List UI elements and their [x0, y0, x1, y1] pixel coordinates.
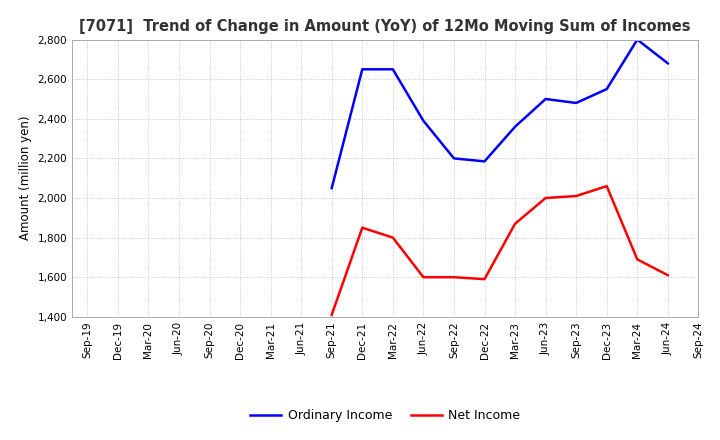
Ordinary Income: [419, 118, 428, 123]
Net Income: [419, 275, 428, 280]
Ordinary Income: [664, 61, 672, 66]
Line: Ordinary Income: Ordinary Income: [332, 40, 668, 188]
Legend: Ordinary Income, Net Income: Ordinary Income, Net Income: [245, 404, 526, 427]
Line: Net Income: Net Income: [332, 186, 668, 315]
Net Income: [358, 225, 366, 230]
Ordinary Income: [603, 86, 611, 92]
Ordinary Income: [510, 124, 519, 129]
Ordinary Income: [328, 185, 336, 191]
Title: [7071]  Trend of Change in Amount (YoY) of 12Mo Moving Sum of Incomes: [7071] Trend of Change in Amount (YoY) o…: [79, 19, 691, 34]
Net Income: [328, 312, 336, 317]
Net Income: [664, 272, 672, 278]
Net Income: [480, 276, 489, 282]
Ordinary Income: [480, 159, 489, 164]
Net Income: [449, 275, 458, 280]
Ordinary Income: [572, 100, 580, 106]
Net Income: [510, 221, 519, 226]
Ordinary Income: [449, 156, 458, 161]
Ordinary Income: [389, 66, 397, 72]
Ordinary Income: [633, 37, 642, 42]
Net Income: [389, 235, 397, 240]
Net Income: [603, 183, 611, 189]
Net Income: [633, 257, 642, 262]
Ordinary Income: [541, 96, 550, 102]
Y-axis label: Amount (million yen): Amount (million yen): [19, 116, 32, 240]
Ordinary Income: [358, 66, 366, 72]
Net Income: [541, 195, 550, 201]
Net Income: [572, 193, 580, 198]
